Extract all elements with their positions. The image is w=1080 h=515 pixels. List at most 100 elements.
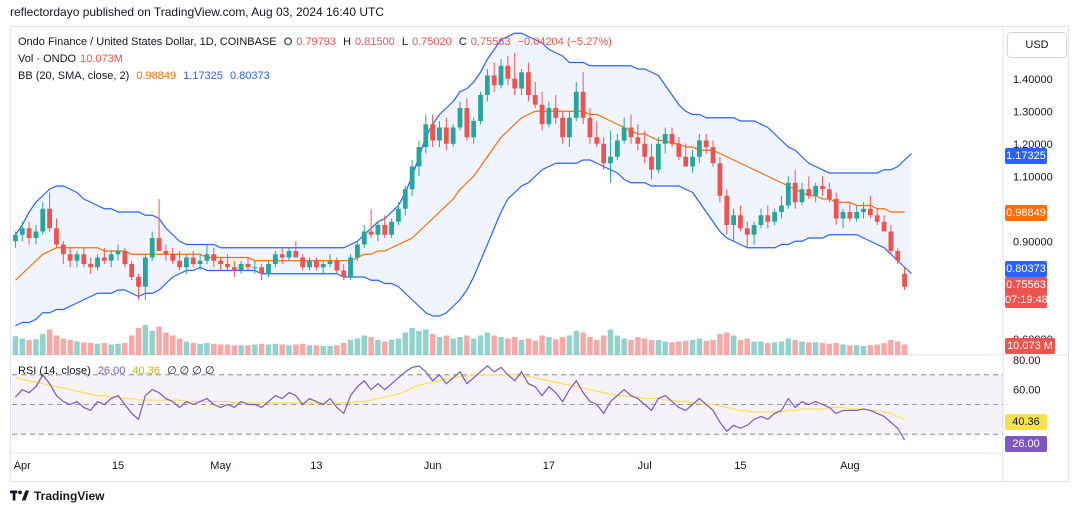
volume-bar bbox=[163, 332, 169, 355]
bb-upper-line bbox=[14, 32, 912, 249]
legend-open: 0.79793 bbox=[296, 36, 337, 48]
candle-body bbox=[286, 251, 292, 258]
candle-body bbox=[669, 134, 675, 144]
candle-body bbox=[136, 277, 141, 287]
candle-body bbox=[259, 267, 265, 274]
volume-bar bbox=[580, 332, 586, 355]
candle-body bbox=[211, 254, 217, 261]
legend-bb-lower: 0.80373 bbox=[229, 70, 270, 82]
tradingview-logo-icon bbox=[10, 490, 30, 501]
candle-body bbox=[190, 257, 196, 264]
volume-bar bbox=[710, 340, 716, 355]
volume-bar bbox=[614, 335, 621, 355]
candle-body bbox=[662, 134, 668, 144]
volume-bar bbox=[867, 345, 874, 355]
volume-bar bbox=[231, 345, 238, 355]
volume-bar bbox=[703, 340, 709, 355]
tag-bb-lower: 0.80373 bbox=[1005, 261, 1047, 277]
candle-body bbox=[881, 221, 887, 232]
volume-bar bbox=[470, 338, 477, 355]
volume-bar bbox=[169, 335, 176, 355]
candle-body bbox=[573, 91, 579, 118]
volume-bar bbox=[156, 326, 162, 355]
tag-volume: 10.073 M bbox=[1005, 338, 1055, 354]
volume-bar bbox=[46, 329, 53, 355]
legend-rsi-ma: 40.36 bbox=[132, 365, 160, 377]
candle-body bbox=[560, 117, 565, 138]
volume-bar bbox=[382, 341, 388, 355]
candle-body bbox=[245, 264, 251, 268]
time-axis-label: Aug bbox=[840, 460, 860, 472]
candle-body bbox=[854, 212, 860, 219]
volume-bar bbox=[765, 343, 771, 355]
candle-body bbox=[402, 189, 408, 209]
candle-body bbox=[867, 208, 873, 216]
candle-body bbox=[655, 143, 661, 170]
volume-bar bbox=[621, 338, 627, 355]
chart-frame bbox=[10, 26, 1069, 482]
tag-rsi-ma: 40.36 bbox=[1005, 414, 1047, 430]
volume-bar bbox=[607, 329, 614, 355]
time-axis-label: 13 bbox=[310, 460, 322, 472]
candle-body bbox=[26, 228, 32, 238]
volume-bar bbox=[347, 340, 354, 355]
volume-bar bbox=[860, 346, 867, 355]
time-axis-label: 17 bbox=[543, 460, 555, 472]
volume-bar bbox=[553, 339, 559, 355]
legend-bb-mid: 0.98849 bbox=[136, 70, 177, 82]
candle-body bbox=[122, 251, 128, 264]
candle-body bbox=[54, 228, 59, 245]
volume-bar bbox=[142, 325, 149, 355]
time-axis-label: Jun bbox=[424, 460, 442, 472]
candle-body bbox=[129, 264, 135, 277]
candle-body bbox=[772, 212, 778, 222]
candle-body bbox=[717, 163, 723, 196]
volume-bar bbox=[402, 332, 409, 355]
candle-body bbox=[266, 264, 271, 274]
volume-bar bbox=[799, 341, 805, 355]
candle-body bbox=[799, 189, 805, 203]
candle-body bbox=[758, 215, 764, 225]
candle-body bbox=[874, 215, 880, 222]
volume-bar bbox=[423, 329, 429, 355]
candle-body bbox=[33, 231, 39, 238]
volume-bar bbox=[395, 338, 402, 355]
volume-bar bbox=[771, 342, 778, 355]
volume-bar bbox=[901, 344, 908, 355]
volume-bar bbox=[53, 335, 60, 355]
candle-body bbox=[779, 205, 784, 212]
candle-body bbox=[594, 137, 600, 144]
candle-body bbox=[163, 251, 169, 255]
volume-bar bbox=[594, 340, 600, 355]
candle-body bbox=[47, 208, 53, 229]
volume-bar bbox=[491, 335, 497, 355]
candle-body bbox=[826, 189, 832, 199]
candle-body bbox=[833, 199, 839, 219]
candle-body bbox=[327, 260, 333, 264]
candle-body bbox=[396, 208, 401, 222]
volume-bar bbox=[785, 338, 792, 355]
candle-body bbox=[375, 225, 381, 235]
volume-bar bbox=[778, 341, 785, 355]
candle-body bbox=[382, 225, 388, 235]
candle-body bbox=[149, 238, 155, 258]
tradingview-brand[interactable]: TradingView bbox=[10, 489, 104, 503]
candle-body bbox=[601, 143, 607, 164]
volume-bar bbox=[847, 345, 853, 355]
candle-body bbox=[361, 231, 367, 245]
candle-body bbox=[95, 257, 100, 268]
volume-bar bbox=[320, 346, 326, 355]
volume-bar bbox=[559, 337, 566, 355]
volume-bar bbox=[518, 340, 525, 355]
candle-body bbox=[252, 267, 258, 269]
volume-bar bbox=[313, 345, 320, 355]
currency-button[interactable]: USD bbox=[1007, 32, 1067, 58]
tag-rsi: 26.00 bbox=[1005, 436, 1047, 452]
candle-body bbox=[142, 257, 148, 287]
candle-body bbox=[649, 156, 654, 170]
candle-body bbox=[813, 186, 819, 196]
brand-name: TradingView bbox=[34, 489, 105, 503]
volume-bar bbox=[81, 342, 87, 355]
volume-bar bbox=[641, 338, 648, 355]
